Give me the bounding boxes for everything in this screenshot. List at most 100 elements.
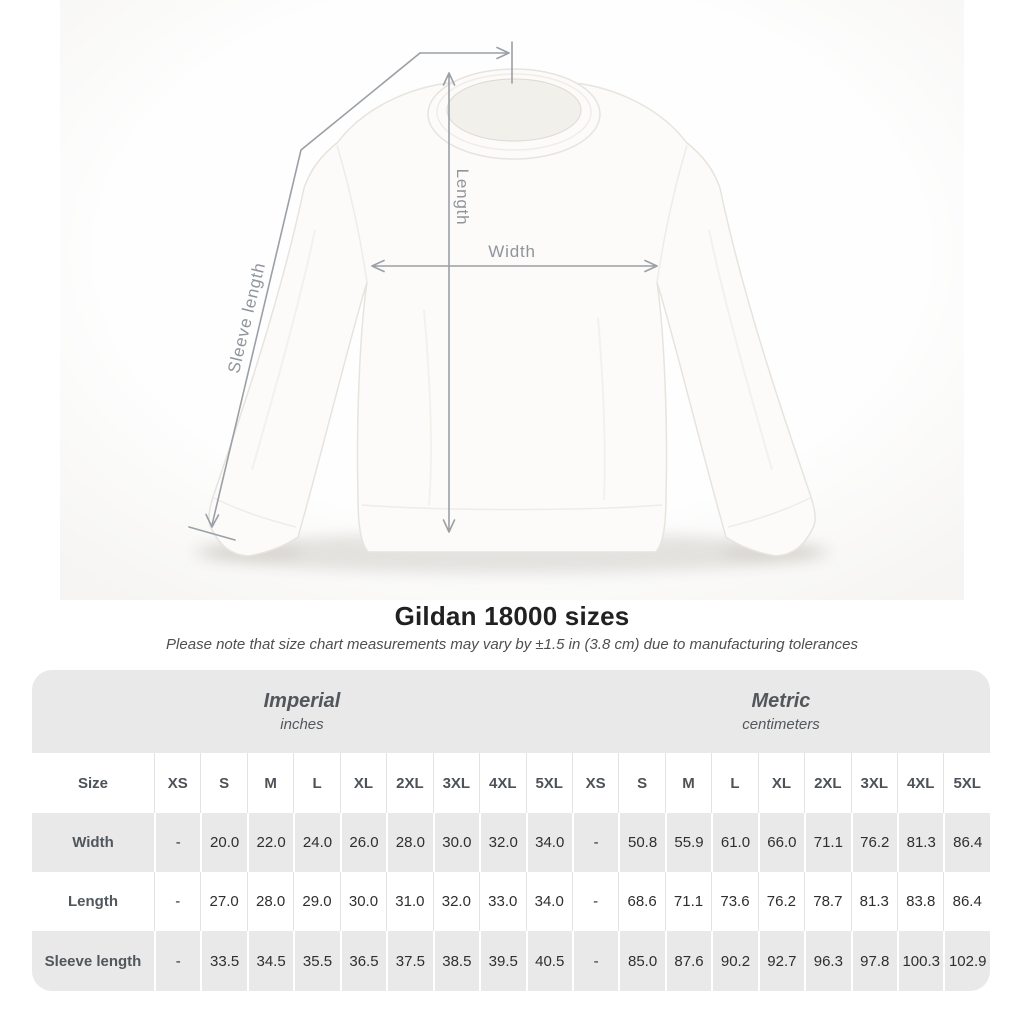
value-cell: -	[154, 872, 201, 931]
size-header: 5XL	[525, 753, 572, 813]
value-cell: 71.1	[664, 872, 712, 931]
value-cell: 26.0	[339, 813, 387, 872]
length-row: Length - 27.0 28.0 29.0 30.0 31.0 32.0 3…	[32, 872, 990, 931]
value-cell: 81.3	[897, 813, 944, 872]
value-cell: 35.5	[293, 931, 340, 991]
size-header: L	[711, 753, 758, 813]
size-header: M	[664, 753, 712, 813]
length-measure-line	[442, 72, 456, 533]
value-cell: 83.8	[897, 872, 944, 931]
value-cell: -	[154, 931, 201, 991]
value-cell: 30.0	[432, 813, 480, 872]
row-label: Length	[32, 872, 154, 931]
value-cell: 102.9	[943, 931, 990, 991]
value-cell: 90.2	[711, 931, 758, 991]
group-header-metric: Metric centimeters	[571, 670, 990, 753]
row-label: Sleeve length	[32, 931, 154, 991]
tolerance-note: Please note that size chart measurements…	[166, 636, 858, 653]
value-cell: 100.3	[897, 931, 944, 991]
metric-unit: centimeters	[742, 716, 820, 733]
width-row: Width - 20.0 22.0 24.0 26.0 28.0 30.0 32…	[32, 813, 990, 872]
value-cell: 28.0	[246, 872, 294, 931]
size-header: M	[246, 753, 294, 813]
garment-seams	[213, 144, 811, 528]
value-cell: 28.0	[386, 813, 433, 872]
value-cell: 32.0	[432, 872, 480, 931]
size-header: XL	[757, 753, 805, 813]
value-cell: 71.1	[804, 813, 851, 872]
size-header: 2XL	[804, 753, 851, 813]
group-header-imperial: Imperial inches	[32, 670, 572, 753]
size-header: 3XL	[850, 753, 897, 813]
product-measurement-diagram: Width Length Sleeve length	[60, 0, 964, 600]
value-cell: 32.0	[479, 813, 526, 872]
value-cell: 86.4	[943, 813, 990, 872]
size-header: L	[293, 753, 340, 813]
value-cell: 87.6	[664, 931, 712, 991]
value-cell: 55.9	[664, 813, 712, 872]
measurement-annotations	[188, 41, 658, 541]
value-cell: 73.6	[711, 872, 758, 931]
size-header: S	[200, 753, 247, 813]
value-cell: 81.3	[850, 872, 897, 931]
value-cell: 27.0	[200, 872, 247, 931]
value-cell: 76.2	[850, 813, 897, 872]
value-cell: 34.0	[525, 872, 572, 931]
value-cell: 38.5	[432, 931, 480, 991]
value-cell: 31.0	[386, 872, 433, 931]
sleeve-measure-line	[211, 52, 421, 526]
sweatshirt-silhouette	[208, 77, 816, 557]
sleeve-measure-arrowhead	[205, 513, 220, 528]
value-cell: 34.0	[525, 813, 572, 872]
size-header: 2XL	[386, 753, 433, 813]
length-label: Length	[453, 169, 472, 226]
value-cell: 39.5	[479, 931, 526, 991]
size-header: XL	[339, 753, 387, 813]
value-cell: -	[571, 872, 619, 931]
value-cell: 22.0	[246, 813, 294, 872]
size-column-header: Size	[32, 753, 154, 813]
width-label: Width	[488, 242, 535, 261]
value-cell: 78.7	[804, 872, 851, 931]
sweatshirt-illustration	[208, 68, 816, 557]
value-cell: 29.0	[293, 872, 340, 931]
size-header: S	[618, 753, 665, 813]
sleeve-measure-end-tick	[188, 526, 236, 541]
page-title: Gildan 18000 sizes	[394, 601, 630, 631]
value-cell: 24.0	[293, 813, 340, 872]
sleeve-length-row: Sleeve length - 33.5 34.5 35.5 36.5 37.5…	[32, 931, 990, 991]
size-header-row: Size XS S M L XL 2XL 3XL 4XL 5XL XS S M …	[32, 753, 990, 813]
size-chart-table: Imperial inches Metric centimeters Size …	[32, 670, 990, 991]
sleeve-measure-arrow-top	[419, 46, 510, 60]
imperial-unit: inches	[280, 716, 324, 733]
collar	[427, 68, 601, 160]
value-cell: -	[154, 813, 201, 872]
size-header: XS	[571, 753, 619, 813]
value-cell: 36.5	[339, 931, 387, 991]
unit-group-header-row: Imperial inches Metric centimeters	[32, 670, 990, 753]
value-cell: 92.7	[757, 931, 805, 991]
value-cell: 76.2	[757, 872, 805, 931]
size-header: XS	[154, 753, 201, 813]
width-measure-line	[371, 259, 658, 273]
value-cell: 68.6	[618, 872, 665, 931]
value-cell: -	[571, 813, 619, 872]
garment-folds	[251, 229, 773, 506]
value-cell: 30.0	[339, 872, 387, 931]
value-cell: 33.0	[479, 872, 526, 931]
value-cell: 37.5	[386, 931, 433, 991]
value-cell: 61.0	[711, 813, 758, 872]
row-label: Width	[32, 813, 154, 872]
value-cell: 66.0	[757, 813, 805, 872]
value-cell: 96.3	[804, 931, 851, 991]
value-cell: 33.5	[200, 931, 247, 991]
value-cell: 40.5	[525, 931, 572, 991]
imperial-label: Imperial	[263, 690, 341, 712]
value-cell: 50.8	[618, 813, 665, 872]
value-cell: 34.5	[246, 931, 294, 991]
metric-label: Metric	[751, 690, 811, 712]
size-header: 3XL	[432, 753, 480, 813]
value-cell: 85.0	[618, 931, 665, 991]
value-cell: -	[571, 931, 619, 991]
size-header: 4XL	[479, 753, 526, 813]
